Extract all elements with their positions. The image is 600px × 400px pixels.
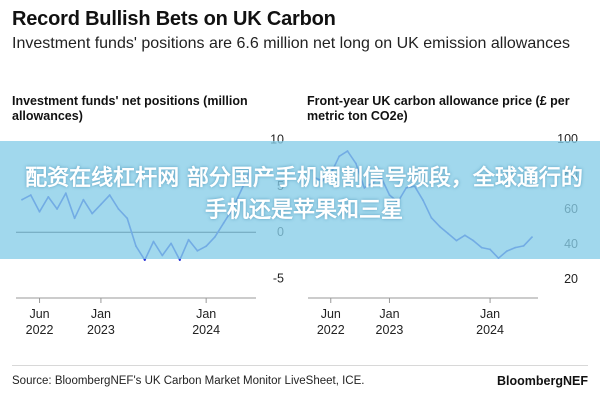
x-tick-label: Jan bbox=[196, 307, 216, 321]
x-tick-label: Jun bbox=[29, 307, 49, 321]
x-tick-label: 2024 bbox=[476, 323, 504, 337]
overlay-banner-text: 配资在线杠杆网 部分国产手机阉割信号频段，全球通行的手机还是苹果和三星 bbox=[25, 166, 583, 223]
x-tick-label: Jun bbox=[321, 307, 341, 321]
y-tick-label: 20 bbox=[564, 272, 578, 286]
x-tick-label: Jan bbox=[379, 307, 399, 321]
right-panel-title: Front-year UK carbon allowance price (£ … bbox=[307, 94, 570, 123]
x-tick-label: Jan bbox=[480, 307, 500, 321]
chart-title: Record Bullish Bets on UK Carbon bbox=[12, 8, 336, 30]
x-tick-label: 2024 bbox=[192, 323, 220, 337]
footer-divider bbox=[12, 365, 588, 366]
x-tick-label: 2023 bbox=[376, 323, 404, 337]
x-tick-label: 2023 bbox=[87, 323, 115, 337]
data-point bbox=[143, 259, 146, 262]
x-tick-label: 2022 bbox=[26, 323, 54, 337]
left-panel-title: Investment funds' net positions (million… bbox=[12, 94, 248, 123]
overlay-banner bbox=[0, 141, 600, 259]
x-tick-label: Jan bbox=[91, 307, 111, 321]
data-point bbox=[178, 259, 181, 262]
y-tick-label: -5 bbox=[273, 272, 284, 286]
source-note: Source: BloombergNEF's UK Carbon Market … bbox=[12, 375, 365, 387]
x-tick-label: 2022 bbox=[317, 323, 345, 337]
chart-subtitle: Investment funds' positions are 6.6 mill… bbox=[12, 35, 571, 52]
brand-logo: BloombergNEF bbox=[497, 374, 588, 388]
